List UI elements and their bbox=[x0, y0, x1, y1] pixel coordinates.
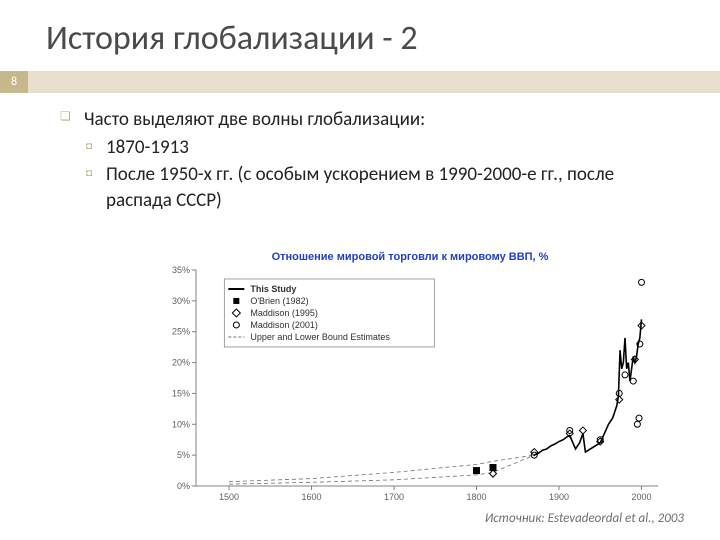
svg-text:25%: 25% bbox=[172, 327, 190, 337]
svg-text:0%: 0% bbox=[177, 481, 190, 491]
svg-text:10%: 10% bbox=[172, 419, 190, 429]
svg-text:1800: 1800 bbox=[466, 492, 486, 502]
source-citation: Источник: Estevadeordal et al., 2003 bbox=[485, 511, 684, 526]
page-number-box: 8 bbox=[0, 71, 28, 93]
slide-title: История глобализации - 2 bbox=[0, 0, 720, 71]
svg-text:20%: 20% bbox=[172, 358, 190, 368]
trade-gdp-chart: Отношение мировой торговли к мировому ВВ… bbox=[150, 248, 670, 510]
svg-text:1700: 1700 bbox=[384, 492, 404, 502]
svg-text:Отношение мировой торговли к м: Отношение мировой торговли к мировому ВВ… bbox=[272, 251, 549, 263]
svg-text:15%: 15% bbox=[172, 388, 190, 398]
svg-text:Maddison (1995): Maddison (1995) bbox=[250, 308, 318, 318]
svg-text:1600: 1600 bbox=[301, 492, 321, 502]
bullet-sub-1: 1870-1913 bbox=[60, 135, 680, 161]
svg-text:30%: 30% bbox=[172, 296, 190, 306]
bullet-main: Часто выделяют две волны глобализации: bbox=[60, 107, 680, 133]
svg-text:Maddison (2001): Maddison (2001) bbox=[250, 320, 318, 330]
svg-text:2000: 2000 bbox=[631, 492, 651, 502]
svg-text:O'Brien (1982): O'Brien (1982) bbox=[250, 296, 308, 306]
svg-text:Upper and Lower Bound Estimate: Upper and Lower Bound Estimates bbox=[250, 332, 390, 342]
svg-text:1900: 1900 bbox=[549, 492, 569, 502]
svg-text:5%: 5% bbox=[177, 450, 190, 460]
svg-text:This Study: This Study bbox=[250, 284, 296, 294]
content-block: Часто выделяют две волны глобализации: 1… bbox=[0, 93, 720, 214]
bullet-sub-2: После 1950-х гг. (с особым ускорением в … bbox=[60, 162, 680, 213]
svg-text:35%: 35% bbox=[172, 265, 190, 275]
accent-bar: 8 bbox=[0, 71, 720, 93]
svg-text:1500: 1500 bbox=[219, 492, 239, 502]
